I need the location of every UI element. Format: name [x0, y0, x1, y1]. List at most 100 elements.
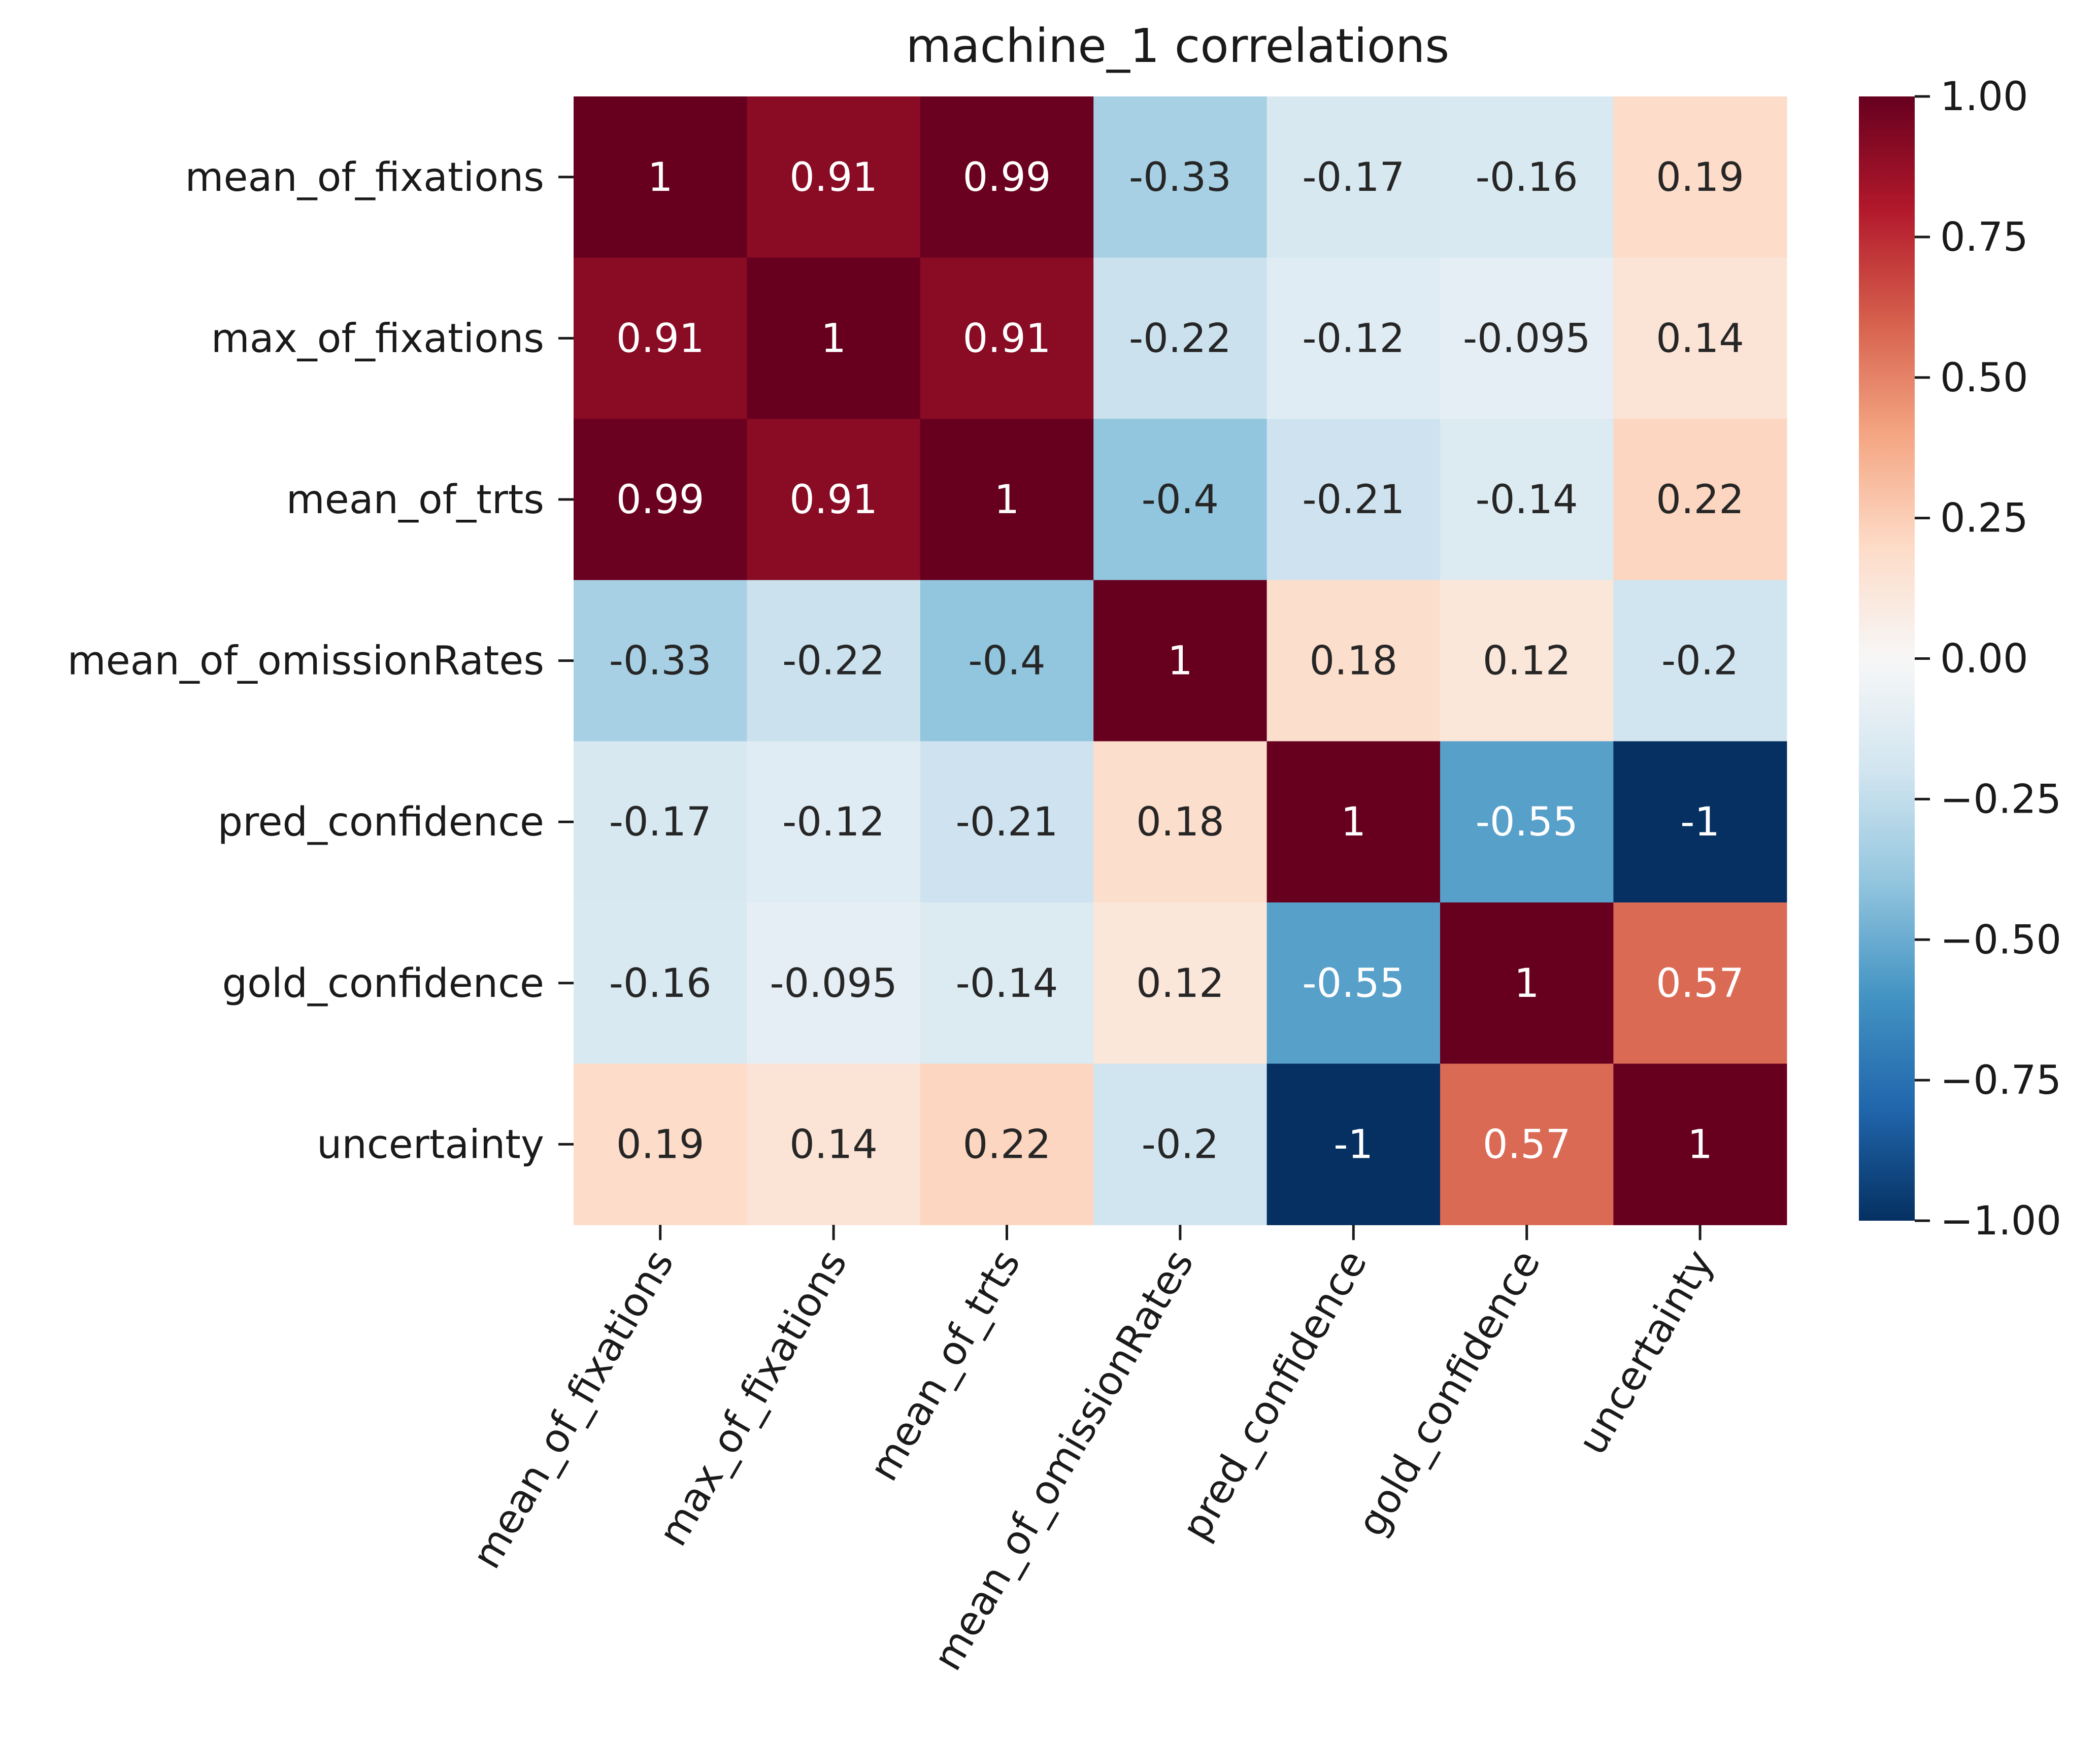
colorbar-tick-label: −0.50	[1940, 917, 2061, 963]
heatmap-cell	[1440, 96, 1614, 258]
heatmap-cell	[1266, 741, 1441, 903]
x-tick-label: mean_of_trts	[861, 1243, 1029, 1489]
cell-annotation: 0.19	[616, 1122, 705, 1167]
cell-annotation: 0.14	[1656, 316, 1744, 361]
heatmap-cells	[574, 96, 1787, 1225]
heatmap-cell	[1440, 902, 1614, 1064]
heatmap-cell	[1613, 257, 1787, 419]
colorbar-tick-label: −0.25	[1940, 777, 2061, 822]
colorbar-tick-label: 0.75	[1940, 215, 2028, 260]
y-tick-label: pred_confidence	[218, 799, 544, 845]
colorbar-tick-label: 1.00	[1940, 74, 2028, 120]
heatmap-cell	[1613, 741, 1787, 903]
cell-annotation: 1	[994, 477, 1020, 523]
x-tick-label: gold_confidence	[1349, 1243, 1549, 1544]
heatmap-cell	[1440, 741, 1614, 903]
cell-annotation: -0.12	[782, 799, 885, 845]
cell-annotation: 0.91	[963, 316, 1051, 361]
cell-annotation: -0.21	[956, 799, 1058, 845]
cell-annotation: -0.21	[1302, 477, 1405, 523]
cell-annotation: 0.18	[1136, 799, 1224, 845]
cell-annotation: 1	[648, 155, 673, 200]
cell-annotation: -0.22	[1129, 316, 1231, 361]
heatmap-cell	[1093, 741, 1268, 903]
cell-annotation: 0.14	[789, 1122, 878, 1167]
cell-annotation: 1	[1687, 1122, 1713, 1167]
colorbar-tick-label: −0.75	[1940, 1058, 2061, 1103]
heatmap-cell	[574, 1063, 747, 1225]
heatmap-cell	[920, 1063, 1094, 1225]
cell-annotation: 0.91	[616, 316, 705, 361]
y-tick-label: mean_of_omissionRates	[68, 639, 544, 684]
heatmap-cell	[1440, 1063, 1614, 1225]
cell-annotation: -0.17	[609, 799, 712, 845]
cell-annotation: 0.12	[1483, 639, 1571, 684]
cell-annotation: 0.19	[1656, 155, 1744, 200]
cell-annotation: -1	[1334, 1122, 1373, 1167]
cell-annotation: 0.22	[1656, 477, 1744, 523]
cell-annotation: -0.17	[1302, 155, 1405, 200]
heatmap-cell	[1613, 580, 1787, 742]
cell-annotation: -0.33	[1129, 155, 1231, 200]
heatmap-cell	[1093, 580, 1268, 742]
cell-annotation: -0.12	[1302, 316, 1405, 361]
cell-annotation: 1	[821, 316, 846, 361]
cell-annotation: -0.4	[968, 639, 1045, 684]
cell-annotation: -0.14	[956, 961, 1058, 1007]
cell-annotation: 0.12	[1136, 961, 1224, 1007]
heatmap-cell	[574, 257, 747, 419]
cell-annotation: -0.16	[1476, 155, 1578, 200]
heatmap-cell	[1266, 1063, 1441, 1225]
heatmap-cell	[574, 419, 747, 581]
cell-annotation: -0.095	[770, 961, 897, 1007]
y-axis: mean_of_fixations max_of_fixations mean_of…	[68, 155, 574, 1167]
colorbar	[1859, 96, 1915, 1221]
colorbar-ticks: 1.00 0.75 0.50 0.25 0.00 −0.25 −0.50 −0.75 −1.00	[1915, 74, 2061, 1244]
heatmap-cell	[920, 580, 1094, 742]
heatmap-cell	[1266, 902, 1441, 1064]
heatmap-cell	[1440, 257, 1614, 419]
y-tick-label: gold_confidence	[222, 961, 544, 1007]
cell-annotation: -0.55	[1476, 799, 1578, 845]
heatmap-cell	[1093, 96, 1268, 258]
heatmap-cell	[1266, 96, 1441, 258]
cell-annotation: 0.18	[1309, 639, 1397, 684]
heatmap-cell	[1266, 580, 1441, 742]
x-tick-label: uncertainty	[1570, 1243, 1723, 1462]
cell-annotation: -1	[1680, 799, 1720, 845]
cell-annotation: 0.22	[963, 1122, 1051, 1167]
heatmap-cell	[920, 96, 1094, 258]
heatmap-cell	[1093, 1063, 1268, 1225]
cell-annotation: 1	[1514, 961, 1540, 1007]
heatmap-cell	[1613, 902, 1787, 1064]
cell-annotation: 1	[1168, 639, 1193, 684]
colorbar-tick-label: 0.25	[1940, 496, 2028, 542]
heatmap-cell	[1613, 1063, 1787, 1225]
colorbar-bar	[1859, 96, 1915, 1221]
heatmap-cell	[747, 419, 921, 581]
cell-annotation: -0.095	[1463, 316, 1590, 361]
cell-annotation: -0.4	[1142, 477, 1219, 523]
y-tick-label: mean_of_fixations	[185, 155, 544, 200]
heatmap-cell	[574, 902, 747, 1064]
cell-annotation: -0.33	[609, 639, 712, 684]
chart-title: machine_1 correlations	[906, 19, 1450, 73]
cell-annotation: -0.2	[1142, 1122, 1219, 1167]
colorbar-tick-label: −1.00	[1940, 1198, 2061, 1244]
heatmap-cell	[747, 1063, 921, 1225]
heatmap-cell	[1093, 257, 1268, 419]
heatmap-cell	[574, 580, 747, 742]
heatmap-cell	[1093, 419, 1268, 581]
heatmap-annotations: 1 0.91 0.99 -0.33 -0.17 -0.16 0.19 0.91 1 0.91 -0.…	[609, 155, 1744, 1168]
heatmap-cell	[747, 580, 921, 742]
heatmap-cell	[747, 257, 921, 419]
y-tick-label: uncertainty	[317, 1122, 544, 1167]
heatmap-cell	[747, 96, 921, 258]
heatmap-cell	[1266, 419, 1441, 581]
heatmap-cell	[920, 257, 1094, 419]
heatmap-cell	[574, 96, 747, 258]
colorbar-tick-label: 0.00	[1940, 636, 2028, 682]
cell-annotation: -0.2	[1661, 639, 1739, 684]
